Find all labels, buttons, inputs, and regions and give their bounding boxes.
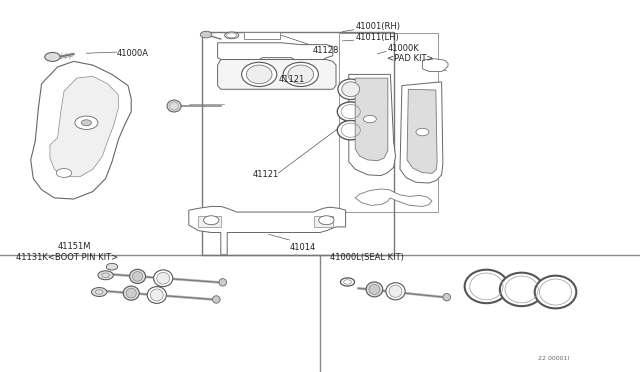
Circle shape [319, 216, 334, 225]
Ellipse shape [288, 65, 314, 84]
Ellipse shape [212, 296, 220, 303]
Ellipse shape [147, 286, 166, 304]
Text: <PAD KIT>: <PAD KIT> [387, 54, 434, 63]
Ellipse shape [150, 289, 163, 301]
Ellipse shape [123, 286, 140, 300]
Text: 41128: 41128 [312, 46, 339, 55]
Ellipse shape [219, 279, 227, 286]
Circle shape [92, 288, 107, 296]
Text: 41151M: 41151M [58, 242, 91, 251]
Text: 41131K<BOOT PIN KIT>: 41131K<BOOT PIN KIT> [16, 253, 118, 262]
Circle shape [364, 115, 376, 123]
Ellipse shape [500, 273, 543, 306]
Polygon shape [407, 89, 437, 173]
Ellipse shape [154, 270, 173, 286]
Text: 41011(LH): 41011(LH) [355, 33, 399, 42]
Ellipse shape [369, 284, 380, 295]
Circle shape [98, 271, 113, 280]
Text: 41000K: 41000K [387, 44, 419, 53]
Ellipse shape [443, 294, 451, 301]
Polygon shape [400, 82, 443, 183]
Circle shape [75, 116, 98, 129]
Circle shape [45, 52, 60, 61]
Circle shape [200, 31, 212, 38]
Ellipse shape [129, 269, 146, 283]
Circle shape [56, 169, 72, 177]
Text: 41121: 41121 [279, 75, 305, 84]
Ellipse shape [465, 270, 508, 303]
Circle shape [81, 120, 92, 126]
Polygon shape [218, 43, 333, 60]
Text: 41000A: 41000A [117, 49, 149, 58]
Polygon shape [355, 78, 388, 161]
Text: 41121: 41121 [253, 170, 279, 179]
Polygon shape [50, 76, 118, 177]
Text: 41014: 41014 [290, 243, 316, 252]
Ellipse shape [283, 62, 319, 86]
Circle shape [416, 128, 429, 136]
Circle shape [106, 263, 118, 270]
Polygon shape [218, 60, 336, 89]
Polygon shape [422, 59, 448, 71]
Ellipse shape [337, 121, 364, 140]
Ellipse shape [242, 62, 277, 86]
Circle shape [340, 278, 355, 286]
Ellipse shape [157, 272, 170, 284]
Text: 41000L(SEAL KIT): 41000L(SEAL KIT) [330, 253, 403, 262]
Ellipse shape [366, 282, 383, 297]
Ellipse shape [389, 285, 402, 298]
Bar [314, 216, 333, 227]
Ellipse shape [337, 102, 364, 121]
Ellipse shape [167, 100, 181, 112]
Ellipse shape [338, 79, 364, 99]
Ellipse shape [132, 272, 143, 281]
Bar [198, 216, 221, 227]
Polygon shape [31, 61, 131, 199]
Text: 41001(RH): 41001(RH) [355, 22, 400, 31]
Polygon shape [189, 206, 346, 255]
Ellipse shape [225, 32, 239, 39]
Polygon shape [355, 189, 432, 206]
Bar [339, 33, 438, 212]
Ellipse shape [342, 82, 360, 97]
Bar [202, 32, 394, 255]
Polygon shape [349, 74, 396, 176]
Ellipse shape [386, 283, 405, 300]
Ellipse shape [535, 276, 576, 308]
Ellipse shape [246, 65, 272, 84]
Circle shape [204, 216, 219, 225]
Ellipse shape [126, 288, 136, 298]
Bar [244, 32, 280, 39]
Text: 22 00001l: 22 00001l [538, 356, 569, 361]
